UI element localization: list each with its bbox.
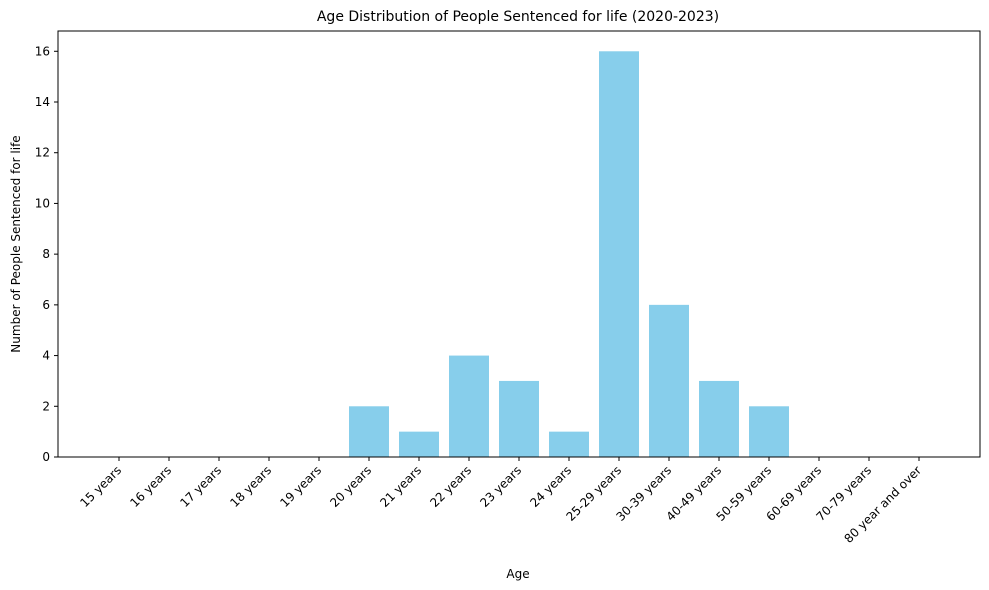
bar-24-years xyxy=(549,431,589,457)
y-tick-label: 0 xyxy=(42,450,50,464)
y-axis-label: Number of People Sentenced for life xyxy=(9,135,23,352)
bar-25-29-years xyxy=(599,51,639,458)
y-tick-label: 12 xyxy=(35,146,50,160)
x-tick-label: 16 years xyxy=(127,463,174,510)
y-tick-label: 14 xyxy=(35,95,50,109)
x-tick-label: 21 years xyxy=(377,463,424,510)
x-axis-label: Age xyxy=(506,567,529,581)
bar-30-39-years xyxy=(649,304,689,457)
bar-40-49-years xyxy=(699,380,739,457)
y-tick-label: 8 xyxy=(42,247,50,261)
bar-50-59-years xyxy=(749,406,789,457)
x-tick-label: 18 years xyxy=(227,463,274,510)
x-tick-label: 20 years xyxy=(327,463,374,510)
x-axis: 15 years 16 years 17 years 18 years 19 years… xyxy=(77,457,924,546)
x-tick-label: 15 years xyxy=(77,463,124,510)
bar-23-years xyxy=(499,380,539,457)
x-tick-label: 22 years xyxy=(427,463,474,510)
x-tick-label: 23 years xyxy=(477,463,524,510)
y-tick-label: 10 xyxy=(35,196,50,210)
bar-21-years xyxy=(399,431,439,457)
bar-20-years xyxy=(349,406,389,457)
plot-area: 0 2 4 6 8 10 12 14 16 15 years 16 years 17 years 18… xyxy=(35,30,981,546)
x-tick-label: 24 years xyxy=(527,463,574,510)
x-tick-label: 19 years xyxy=(277,463,324,510)
y-tick-label: 4 xyxy=(42,349,50,363)
bar-22-years xyxy=(449,355,489,457)
y-axis: 0 2 4 6 8 10 12 14 16 xyxy=(35,44,58,464)
y-tick-label: 16 xyxy=(35,44,50,58)
y-tick-label: 6 xyxy=(42,298,50,312)
x-tick-label: 17 years xyxy=(177,463,224,510)
y-tick-label: 2 xyxy=(42,399,50,413)
chart-title: Age Distribution of People Sentenced for… xyxy=(317,9,719,25)
bars-group xyxy=(349,51,789,458)
